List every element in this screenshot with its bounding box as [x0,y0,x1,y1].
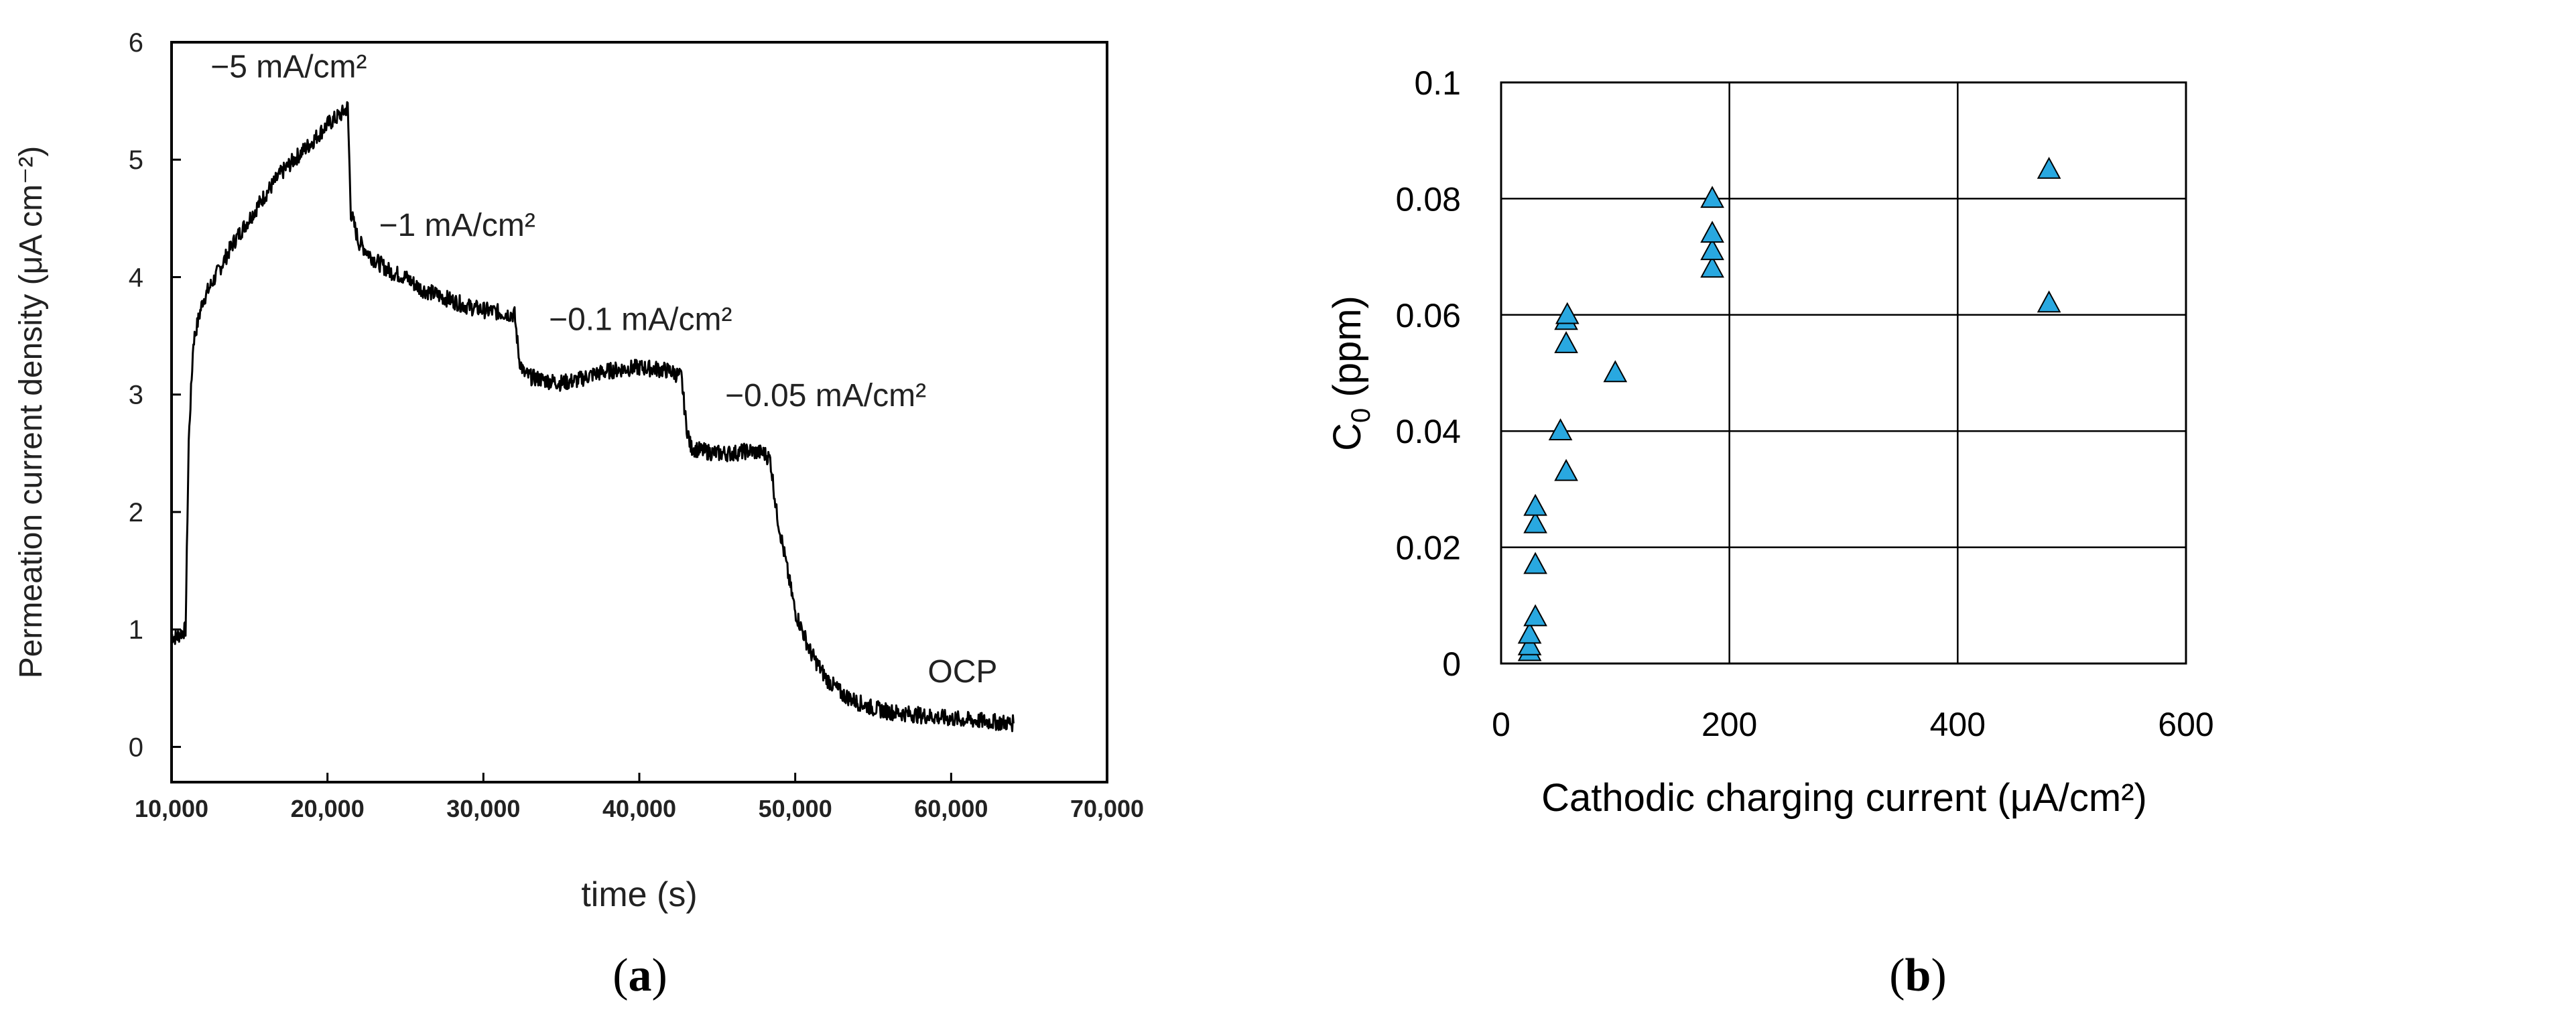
panel-b-data-point [1700,186,1724,208]
panel-b-data-point [1555,302,1580,324]
panel-a-label-letter: a [629,950,652,1001]
panel-a-x-tick-label: 20,000 [291,795,365,822]
panel-a-series [170,101,1015,733]
panel-b-y-tick-label: 0 [1442,645,1461,683]
panel-a-y-tick-label: 0 [129,733,143,762]
panel-b-data-point [1700,255,1724,278]
panel-b-label-letter: b [1905,950,1931,1001]
panel-b-data-point [1517,621,1542,644]
panel-b-x-tick-label: 200 [1701,706,1757,743]
panel-b-y-tick-label: 0.1 [1414,64,1461,102]
panel-b-data-point [1554,331,1578,353]
panel-a-y-tick-label: 4 [129,263,143,292]
panel-b-y-tick-label: 0.04 [1396,413,1461,450]
panel-a-y-axis-label: Permeation current density (μA cm⁻²) [13,146,49,679]
panel-a-x-axis-label: time (s) [581,875,697,914]
panel-a-y-tick-label: 3 [129,381,143,410]
panel-a-annotation: OCP [927,654,997,690]
panel-b-label: (b) [1889,950,1947,1001]
panel-a-y-tick-label: 2 [129,498,143,527]
svg-text:C0 (ppm): C0 (ppm) [1326,296,1376,451]
panel-b-x-tick-label: 400 [1930,706,1986,743]
panel-a-annotation: −0.1 mA/cm² [549,302,732,337]
panel-a-annotations: −5 mA/cm² −1 mA/cm² −0.1 mA/cm² −0.05 mA/cm… [210,50,997,690]
panel-a-y-tick-label: 5 [129,145,143,175]
panel-b-data-point [1523,493,1547,516]
panel-b-y-tick-label: 0.02 [1396,529,1461,567]
panel-b-plot-frame [1500,81,2187,665]
panel-b-data-point [1700,238,1724,261]
panel-a-label: (a) [613,950,667,1001]
panel-b-y-tick-label: 0.06 [1396,297,1461,334]
panel-a-annotation: −5 mA/cm² [210,50,367,85]
panel-b-data-point [1517,633,1542,655]
panel-a-x-tick-label: 60,000 [914,795,988,822]
panel-b-y-axis-label-main: C [1326,423,1369,451]
panel-b-data-point [1523,511,1547,533]
panel-b-data-point [1548,418,1573,440]
panel-a-chart: 10,000 20,000 30,000 40,000 50,000 60,000 70,0… [13,28,1144,914]
panel-b-points [1517,156,2061,661]
panel-b-data-point [2037,290,2061,313]
panel-b-y-axis-label-subscript: 0 [1346,408,1376,423]
panel-b-ticks: 0 200 400 600 0 0.02 0.04 0.06 0.08 0.1 [1396,64,2214,743]
panel-a-annotation: −1 mA/cm² [379,208,535,243]
panel-b-y-axis-label-unit: (ppm) [1326,296,1369,408]
panel-b-data-point [1523,552,1547,574]
panel-b-data-point [1700,220,1724,243]
panel-b-y-tick-label: 0.08 [1396,180,1461,218]
panel-a-x-tick-label: 40,000 [602,795,676,822]
panel-b-x-tick-label: 0 [1492,706,1510,743]
panel-a-x-tick-label: 30,000 [446,795,520,822]
panel-a-annotation: −0.05 mA/cm² [725,378,926,414]
panel-a-y-tick-label: 6 [129,28,143,58]
panel-b-data-point [1554,458,1578,481]
panel-b-gridlines [1501,82,2186,664]
panel-a-x-tick-label: 10,000 [135,795,208,822]
panel-b-data-point [1523,604,1547,627]
panel-b-x-axis-label: Cathodic charging current (μA/cm²) [1541,776,2147,820]
panel-a-x-tick-label: 70,000 [1070,795,1144,822]
panel-b-chart: 0 200 400 600 0 0.02 0.04 0.06 0.08 0.1 Cathodic … [1326,64,2214,820]
panel-a-ticks: 10,000 20,000 30,000 40,000 50,000 60,000 70,0… [129,28,1144,822]
panel-a-x-tick-label: 50,000 [759,795,832,822]
panel-b-data-point [2037,156,2061,179]
panel-b-x-tick-label: 600 [2158,706,2213,743]
panel-a-series-line [170,101,1015,733]
panel-b-y-axis-label: C0 (ppm) [1326,296,1376,451]
panel-a-y-tick-label: 1 [129,615,143,645]
panel-b-data-point [1603,360,1628,383]
